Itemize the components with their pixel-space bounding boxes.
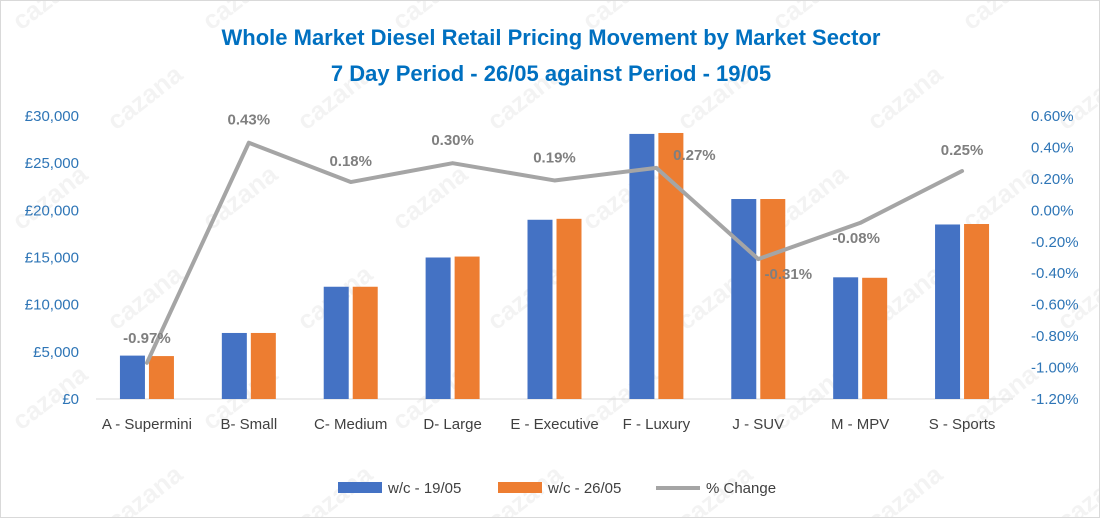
percent-change-label: -0.97% [123, 330, 171, 347]
bar-wc-1905 [527, 219, 553, 399]
percent-change-label: -0.08% [832, 230, 880, 247]
legend-swatch [498, 482, 542, 493]
left-axis: £0 £5,000 £10,000 £15,000 £20,000 £25,000 £30,… [25, 108, 79, 408]
bar-wc-1905 [731, 199, 757, 399]
legend-label: % Change [706, 480, 776, 497]
bar-wc-2605 [556, 218, 582, 399]
watermark-5: cazana [956, 1, 1043, 36]
bar-wc-1905 [629, 133, 655, 399]
left-tick-label: £5,000 [33, 344, 79, 361]
right-tick-label: 0.20% [1031, 171, 1074, 188]
right-axis: -1.20% -1.00% -0.80% -0.60% -0.40% -0.20% 0.00… [1031, 108, 1079, 408]
legend-label: w/c - 19/05 [387, 480, 461, 497]
chart-title: Whole Market Diesel Retail Pricing Movem… [222, 25, 881, 50]
bar-wc-1905 [425, 257, 451, 399]
bar-wc-1905 [833, 277, 859, 399]
percent-change-label: 0.25% [941, 142, 984, 159]
bar-wc-1905 [119, 355, 145, 399]
watermark-34: cazana [861, 458, 948, 517]
right-tick-label: -1.20% [1031, 391, 1079, 408]
right-tick-label: -0.80% [1031, 328, 1079, 345]
x-tick-label: F - Luxury [623, 416, 691, 433]
left-tick-label: £30,000 [25, 108, 79, 125]
x-tick-label: M - MPV [831, 416, 889, 433]
bar-wc-2605 [760, 199, 786, 399]
watermark-30: cazana [101, 458, 188, 517]
right-tick-label: 0.60% [1031, 108, 1074, 125]
right-tick-label: -0.20% [1031, 234, 1079, 251]
bar-wc-2605 [658, 132, 684, 400]
percent-change-line [144, 140, 965, 365]
bar-wc-2605 [454, 256, 480, 399]
x-tick-label: D- Large [423, 416, 481, 433]
watermark-10: cazana [861, 58, 948, 135]
x-tick-label: E - Executive [510, 416, 598, 433]
left-tick-label: £0 [62, 391, 79, 408]
watermark-20: cazana [481, 258, 568, 335]
left-tick-label: £10,000 [25, 297, 79, 314]
right-tick-label: 0.00% [1031, 202, 1074, 219]
watermark-35: cazana [1051, 458, 1099, 517]
bar-wc-2605 [964, 224, 990, 399]
percent-change-label: 0.43% [228, 112, 271, 129]
percent-change-label: 0.27% [673, 147, 716, 164]
left-tick-label: £20,000 [25, 202, 79, 219]
x-tick-label: J - SUV [732, 416, 784, 433]
bar-wc-1905 [221, 332, 247, 399]
legend-swatch [338, 482, 382, 493]
x-tick-label: S - Sports [929, 416, 996, 433]
bar-wc-1905 [935, 224, 961, 399]
right-tick-label: -1.00% [1031, 360, 1079, 377]
right-tick-label: -0.60% [1031, 297, 1079, 314]
right-tick-label: 0.40% [1031, 139, 1074, 156]
line-series: -0.97% 0.43% 0.18% 0.30% 0.19% 0.27% -0.31% -0.… [123, 112, 984, 365]
chart-subtitle: 7 Day Period - 26/05 against Period - 19… [331, 61, 771, 86]
x-axis: A - Supermini B- Small C- Medium D- Large E … [102, 416, 995, 433]
watermark-0: cazana [6, 1, 93, 36]
watermark-24: cazana [6, 358, 93, 435]
right-tick-label: -0.40% [1031, 265, 1079, 282]
percent-change-label: 0.18% [329, 153, 372, 170]
bars [119, 132, 990, 400]
bar-wc-1905 [323, 286, 349, 399]
legend-label: w/c - 26/05 [547, 480, 621, 497]
left-tick-label: £25,000 [25, 155, 79, 172]
bar-wc-2605 [862, 277, 888, 399]
watermark-14: cazana [386, 158, 473, 235]
legend: w/c - 19/05 w/c - 26/05 % Change [338, 480, 776, 497]
x-tick-label: A - Supermini [102, 416, 192, 433]
x-tick-label: B- Small [220, 416, 277, 433]
bar-wc-2605 [250, 332, 276, 399]
bar-wc-2605 [148, 356, 174, 399]
percent-change-label: 0.19% [533, 149, 576, 166]
x-tick-label: C- Medium [314, 416, 387, 433]
left-tick-label: £15,000 [25, 250, 79, 267]
watermark-6: cazana [101, 58, 188, 135]
bar-wc-2605 [352, 286, 378, 399]
percent-change-label: 0.30% [431, 132, 474, 149]
percent-change-label: -0.31% [765, 266, 813, 283]
